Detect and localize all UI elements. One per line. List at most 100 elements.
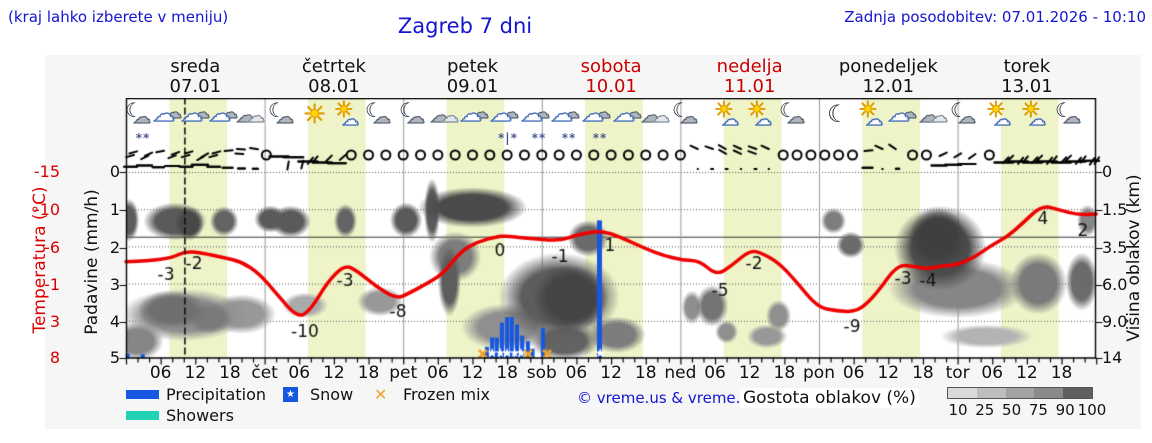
- weather-icon-clouds-blue: ☁ ☁: [459, 100, 490, 144]
- day-header-petek: petek 09.01: [393, 57, 553, 97]
- time-label-12: 12: [600, 363, 622, 383]
- frozen-mix-legend-label: Frozen mix: [403, 385, 491, 404]
- time-label-tor: tor: [945, 363, 970, 383]
- time-label-čet: čet: [251, 363, 278, 383]
- weather-icon-cloud-snow: ☁ ☁ **: [520, 100, 551, 145]
- cl-glyph: ☁: [929, 106, 948, 127]
- cg-glyph: ☁: [235, 103, 256, 127]
- precip-tick-4: 4: [109, 312, 120, 331]
- time-label-06: 06: [565, 363, 588, 383]
- time-label-12: 12: [461, 363, 484, 383]
- frozen-mix-legend-icon: ✕: [374, 385, 388, 404]
- weather-icon-sun-cloud: ☀ ☁: [746, 98, 776, 144]
- cw-glyph: ☁: [993, 110, 1011, 130]
- cg-glyph: ☁: [372, 107, 391, 128]
- day-header-sreda: sreda 07.01: [115, 57, 275, 97]
- snow-legend-icon: ★: [283, 387, 298, 402]
- snow-asterisks: **: [531, 131, 547, 145]
- weather-icon-clouds-gray: ☁ ☁: [429, 100, 460, 144]
- cg-glyph: ☁: [532, 103, 550, 123]
- moon-glyph: ☾: [950, 98, 968, 122]
- cg-glyph: ☁: [1062, 107, 1081, 128]
- moon-glyph: ☾: [672, 98, 690, 122]
- weather-icon-moon-cloud-snow: ☾ ☁ **: [125, 100, 155, 144]
- density-tick-90: 90: [1055, 401, 1075, 419]
- day-name: ponedeljek: [838, 56, 938, 77]
- cg-glyph: ☁: [957, 107, 976, 128]
- weather-icon-sun-cloud: ☀ ☁: [713, 98, 743, 144]
- cg-glyph: ☁: [918, 103, 939, 127]
- time-label-18: 18: [496, 363, 518, 383]
- density-tick-10: 10: [948, 401, 968, 419]
- weather-icon-moon-cloud: ☾ ☁: [365, 100, 395, 144]
- time-label-18: 18: [219, 363, 241, 383]
- cg-glyph: ☁: [679, 107, 698, 128]
- credit-link[interactable]: © vreme.us & vreme.pro: [577, 389, 765, 407]
- cw-glyph: ☁: [152, 102, 175, 127]
- cloud-height-tick-9.0: 9.0: [1102, 312, 1128, 331]
- weather-icon-moon-cloud: ☾ ☁: [1055, 100, 1085, 144]
- day-name: torek: [1003, 56, 1051, 77]
- cg-glyph: ☁: [429, 103, 450, 127]
- cloud-height-tick-1.5: 1.5: [1102, 200, 1128, 219]
- day-date: 12.01: [862, 76, 915, 97]
- snow-asterisks: *|*: [498, 131, 518, 145]
- precip-tick-5: 5: [109, 348, 120, 367]
- weather-icon-clouds-blue: ☁ ☁: [180, 100, 211, 144]
- weather-icon-moon: ☾: [823, 100, 853, 144]
- day-name: sreda: [170, 56, 221, 77]
- weather-icon-clouds-blue: ☁ ☁: [208, 100, 239, 144]
- density-tick-25: 25: [975, 401, 995, 419]
- precip-tick-0: 0: [109, 162, 120, 181]
- weather-icon-clouds-gray: ☁ ☁: [235, 100, 266, 144]
- day-date: 11.01: [723, 76, 776, 97]
- sun-glyph: ☀: [714, 98, 735, 123]
- moon-glyph: ☾: [779, 98, 797, 122]
- weather-icon-cloud-sleet: ☁ ☁ *|*: [489, 100, 520, 145]
- density-segment: [1005, 388, 1035, 398]
- snow-asterisks: **: [592, 131, 608, 145]
- cloud-height-tick-14: 14: [1102, 348, 1123, 367]
- cw-glyph: ☁: [208, 102, 231, 127]
- weather-icon-moon-cloud: ☾ ☁: [399, 100, 429, 144]
- cw-glyph: ☁: [754, 110, 772, 130]
- time-label-ned: ned: [664, 363, 697, 383]
- time-label-18: 18: [1050, 363, 1073, 383]
- temp-tick--15: -15: [33, 162, 60, 181]
- time-label-18: 18: [634, 363, 657, 383]
- sun-glyph: ☀: [747, 98, 768, 123]
- cw-glyph: ☁: [489, 102, 512, 127]
- snow-legend-label: Snow: [310, 385, 354, 404]
- cl-glyph: ☁: [440, 106, 459, 127]
- weather-icon-moon-cloud: ☾ ☁: [268, 100, 298, 144]
- time-label-06: 06: [288, 363, 311, 383]
- temp-tick-8: 8: [49, 348, 60, 367]
- time-label-06: 06: [981, 363, 1004, 383]
- time-label-pet: pet: [389, 363, 418, 383]
- day-date: 10.01: [585, 76, 637, 97]
- day-name: nedelja: [716, 56, 783, 77]
- cw-glyph: ☁: [459, 102, 482, 127]
- day-name: sobota: [580, 56, 642, 77]
- precip-tick-1: 1: [109, 200, 120, 219]
- temp-tick--6: -6: [44, 238, 60, 257]
- weather-icon-moon-cloud: ☾ ☁: [672, 100, 702, 144]
- cloud-height-tick-0: 0: [1102, 162, 1113, 181]
- cg-glyph: ☁: [132, 107, 151, 128]
- sun-glyph: ☀: [302, 100, 327, 130]
- density-segment: [976, 388, 1006, 398]
- density-segment: [1063, 388, 1092, 398]
- cl-glyph: ☁: [651, 106, 670, 127]
- showers-legend-label: Showers: [166, 406, 234, 425]
- snow-asterisks: **: [135, 131, 151, 145]
- day-date: 08.01: [308, 76, 360, 97]
- precip-tick-3: 3: [109, 275, 120, 294]
- weather-icon-sun-cloud: ☀ ☁: [985, 98, 1015, 144]
- location-menu-hint: (kraj lahko izberete v meniju): [8, 8, 229, 26]
- moon-glyph: ☾: [399, 98, 417, 122]
- sun-glyph: ☀: [986, 98, 1007, 123]
- cg-glyph: ☁: [899, 103, 917, 123]
- density-tick-75: 75: [1028, 401, 1048, 419]
- sun-glyph: ☀: [334, 98, 355, 123]
- cloud-height-tick-6.0: 6.0: [1102, 275, 1128, 294]
